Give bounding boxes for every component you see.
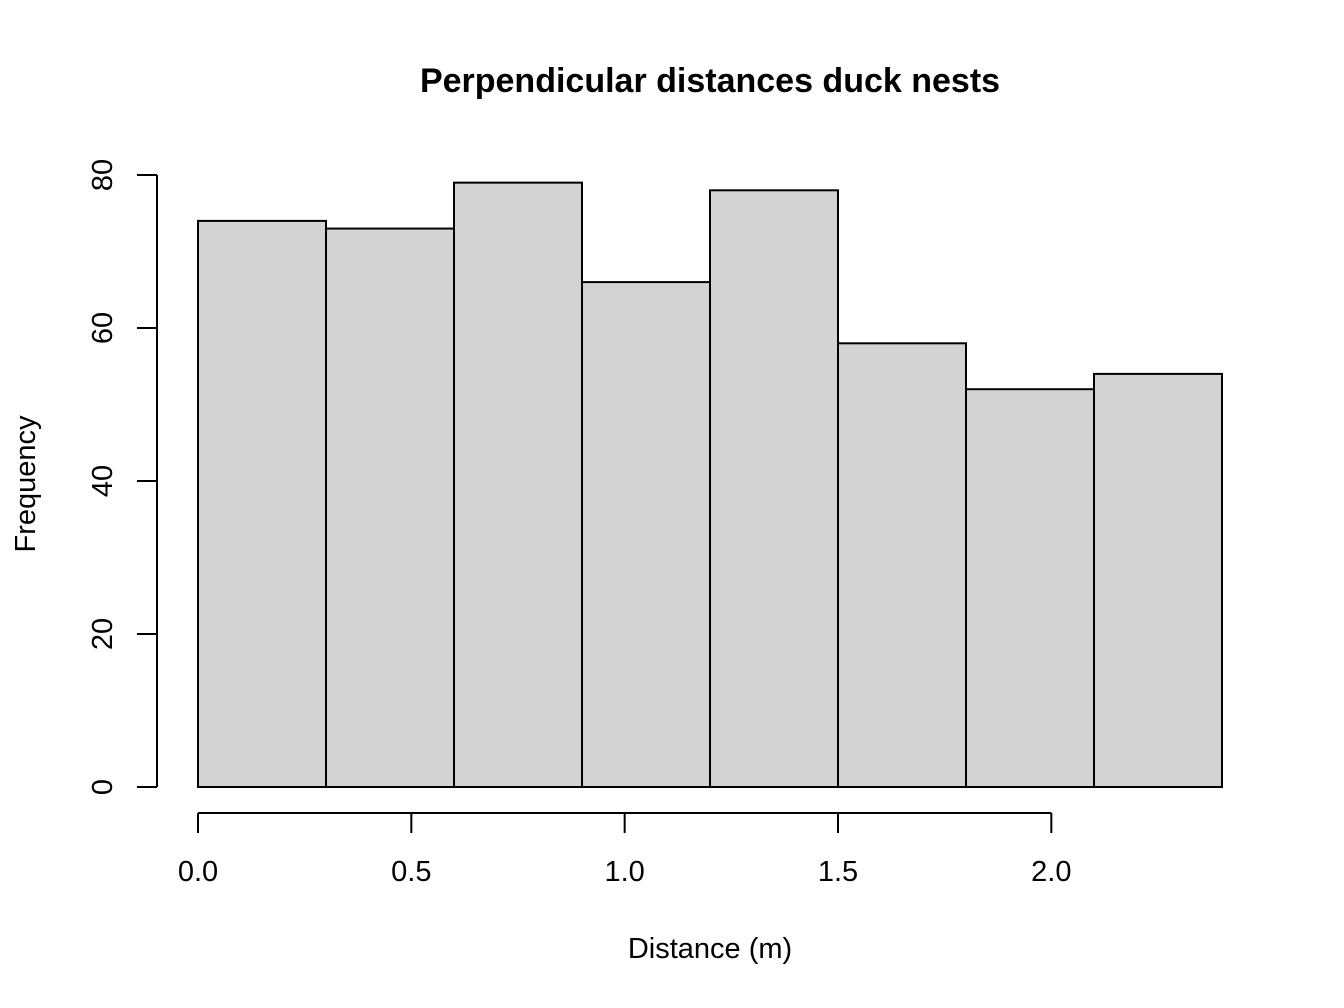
y-tick-label-1: 20 <box>87 618 119 650</box>
histogram-bar-1 <box>325 227 455 789</box>
histogram-bar-6 <box>965 388 1095 788</box>
x-tick-label-1: 0.5 <box>391 856 431 888</box>
x-tick-label-0: 0.0 <box>178 856 218 888</box>
y-tick-label-3: 60 <box>87 312 119 344</box>
y-tick-label-0: 0 <box>87 779 119 795</box>
histogram-bar-5 <box>837 342 967 788</box>
y-tick-label-2: 40 <box>87 465 119 497</box>
y-axis: 0 20 40 60 80 <box>87 159 158 795</box>
histogram-bar-0 <box>197 219 327 788</box>
x-tick-label-4: 2.0 <box>1031 856 1071 888</box>
bars-layer <box>197 181 1223 789</box>
x-axis-label: Distance (m) <box>628 933 792 965</box>
y-tick-label-4: 80 <box>87 159 119 191</box>
x-tick-label-2: 1.0 <box>605 856 645 888</box>
histogram-bar-7 <box>1093 372 1223 788</box>
histogram-bar-4 <box>709 189 839 789</box>
x-axis: 0.0 0.5 1.0 1.5 2.0 <box>178 812 1071 888</box>
histogram-bar-3 <box>581 281 711 788</box>
x-tick-label-3: 1.5 <box>818 856 858 888</box>
chart-title: Perpendicular distances duck nests <box>420 62 1000 100</box>
y-axis-label: Frequency <box>10 415 42 553</box>
histogram-bar-2 <box>453 181 583 788</box>
